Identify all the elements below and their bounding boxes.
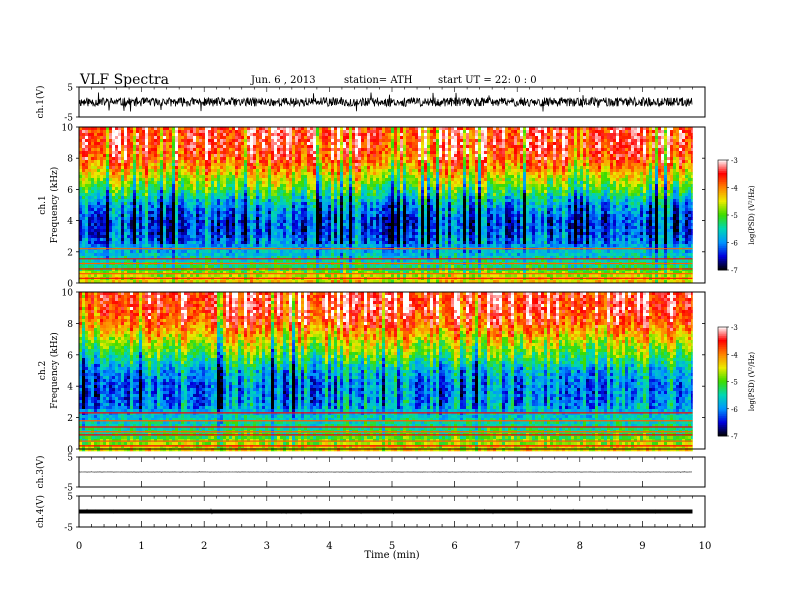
y-tick-label-ch1-spectrogram: 2 <box>67 248 73 258</box>
panel-frame-ch1-spectrogram <box>78 126 706 284</box>
channel-label-ch2-spectrogram: ch.2 <box>38 361 48 380</box>
y-tick-label-ch4-waveform: 5 <box>67 493 73 503</box>
colorbar-ch2-spectrogram <box>718 327 727 437</box>
colorbar-tick-label-ch2-spectrogram: -5 <box>731 379 738 387</box>
x-tick-label: 0 <box>76 541 82 552</box>
colorbar-tick-label-ch1-spectrogram: -7 <box>731 267 738 275</box>
station-label: station= ATH <box>344 75 412 86</box>
y-tick-label-ch1-waveform: 5 <box>67 84 73 94</box>
colorbar-tick-label-ch2-spectrogram: -7 <box>731 433 738 441</box>
x-tick-label: 4 <box>326 541 332 552</box>
x-tick-label: 1 <box>138 541 144 552</box>
x-tick-label: 7 <box>514 541 520 552</box>
y-tick-label-ch4-waveform: -5 <box>64 524 73 534</box>
y-tick-label-ch3-waveform: 5 <box>67 454 73 464</box>
x-tick-label: 5 <box>389 541 395 552</box>
panel-frame-ch2-spectrogram <box>78 291 706 450</box>
spectrogram-cells-ch1-spectrogram <box>79 127 693 284</box>
figure-title: VLF Spectra <box>80 72 169 88</box>
y-tick-label-ch2-spectrogram: 10 <box>62 289 74 299</box>
x-tick-label: 10 <box>699 541 712 552</box>
colorbar-tick-label-ch1-spectrogram: -6 <box>731 240 738 248</box>
y-tick-label-ch2-spectrogram: 2 <box>67 414 73 424</box>
waveform-trace-ch3-waveform <box>78 471 693 473</box>
y-tick-label-ch2-spectrogram: 0 <box>67 446 73 456</box>
colorbar-tick-label-ch2-spectrogram: -6 <box>731 406 738 414</box>
colorbar-label-ch2-spectrogram: log(PSD) (V²/Hz) <box>748 352 756 411</box>
y-tick-label-ch1-waveform: -5 <box>64 114 73 124</box>
waveform-band-ch4-waveform <box>79 509 693 514</box>
x-tick-label: 6 <box>451 541 457 552</box>
y-tick-label-ch1-spectrogram: 6 <box>67 186 73 196</box>
y-tick-label-ch2-spectrogram: 6 <box>67 351 73 361</box>
colorbar-tick-label-ch1-spectrogram: -5 <box>731 212 738 220</box>
waveform-trace-ch1-waveform <box>78 92 693 112</box>
y-tick-label-ch1-spectrogram: 4 <box>67 217 73 227</box>
x-tick-label: 9 <box>639 541 645 552</box>
y-axis-label-ch3-waveform: ch.3(V) <box>35 456 46 489</box>
channel-label-ch1-spectrogram: ch.1 <box>38 195 48 214</box>
y-tick-label-ch2-spectrogram: 4 <box>67 383 73 393</box>
y-tick-label-ch2-spectrogram: 8 <box>67 320 73 330</box>
colorbar-tick-label-ch2-spectrogram: -3 <box>731 324 738 332</box>
y-axis-label-ch2-spectrogram: Frequency (kHz) <box>49 332 60 409</box>
colorbar-label-ch1-spectrogram: log(PSD) (V²/Hz) <box>748 185 756 244</box>
colorbar-tick-label-ch2-spectrogram: -4 <box>731 351 738 359</box>
start-time-label: start UT = 22: 0 : 0 <box>438 75 537 86</box>
y-tick-label-ch1-spectrogram: 8 <box>67 155 73 165</box>
y-tick-label-ch1-spectrogram: 10 <box>62 124 74 134</box>
spectrogram-cells-ch2-spectrogram <box>79 292 693 452</box>
y-axis-label-ch1-spectrogram: Frequency (kHz) <box>49 167 60 244</box>
y-axis-label-ch4-waveform: ch.4(V) <box>35 495 46 528</box>
y-tick-label-ch3-waveform: -5 <box>64 484 73 494</box>
y-tick-label-ch1-spectrogram: 0 <box>67 280 73 290</box>
y-axis-label-ch1-waveform: ch.1(V) <box>35 86 46 119</box>
x-tick-label: 3 <box>264 541 270 552</box>
colorbar-tick-label-ch1-spectrogram: -3 <box>731 157 738 165</box>
x-tick-label: 8 <box>577 541 583 552</box>
date-label: Jun. 6 , 2013 <box>251 75 316 86</box>
colorbar-ch1-spectrogram <box>718 160 727 271</box>
x-tick-label: 2 <box>201 541 207 552</box>
x-axis-label: Time (min) <box>364 550 419 561</box>
colorbar-tick-label-ch1-spectrogram: -4 <box>731 185 738 193</box>
